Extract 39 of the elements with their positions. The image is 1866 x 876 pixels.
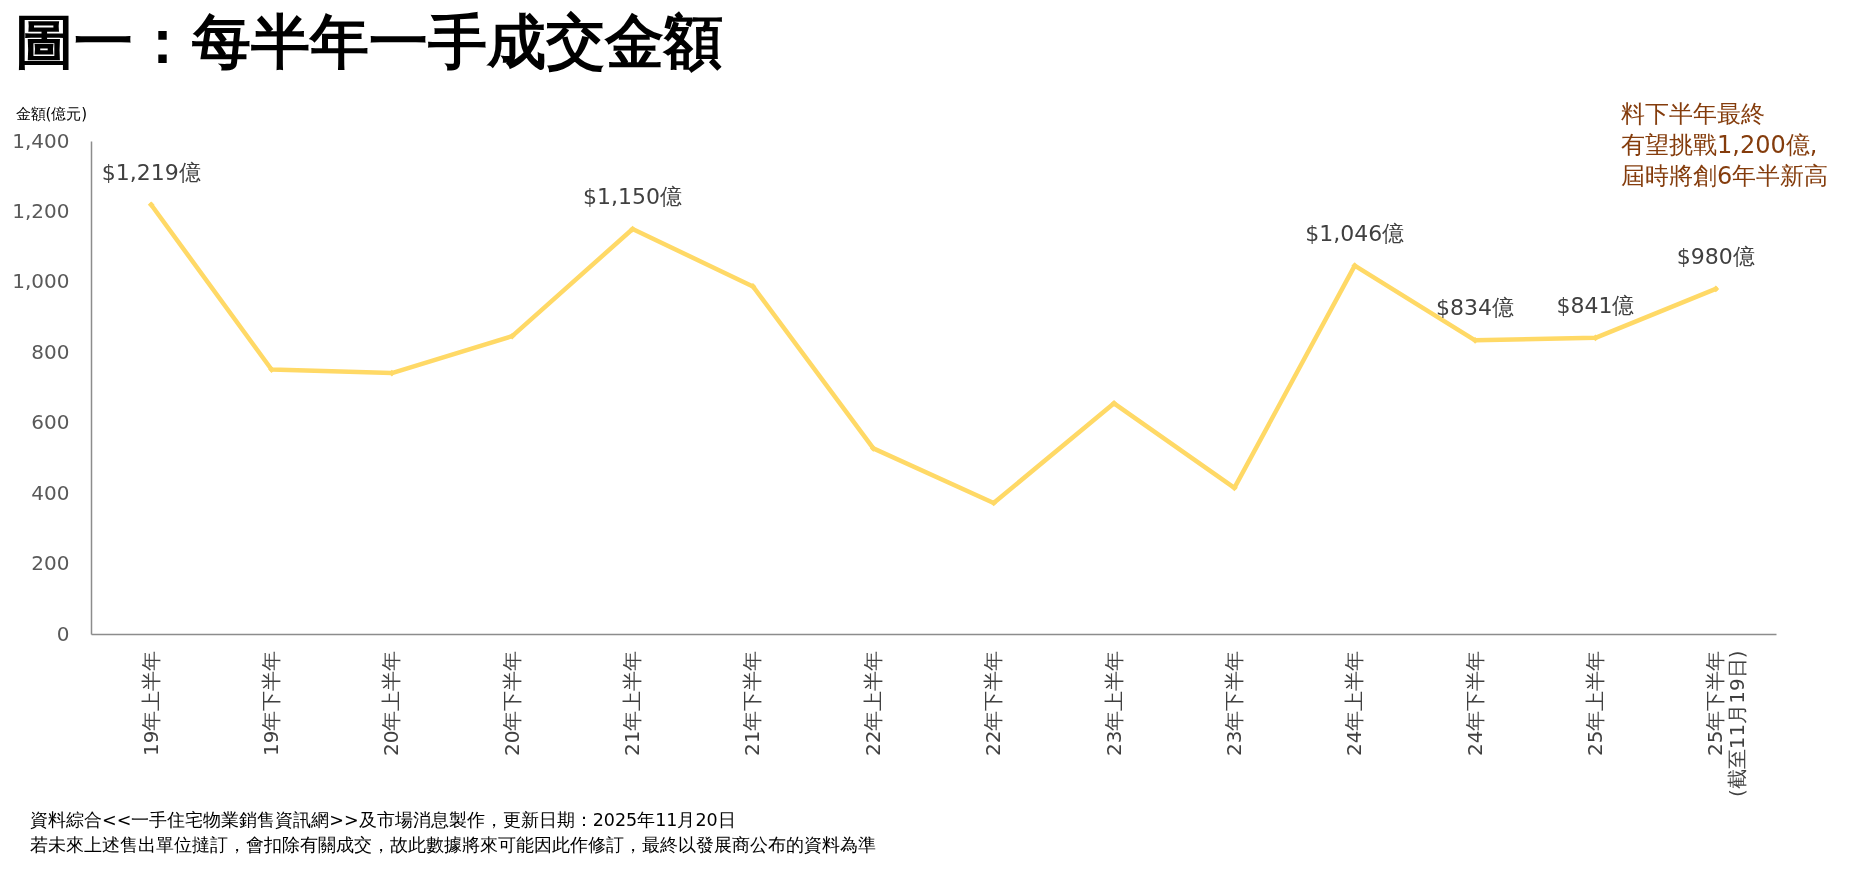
text: 資料綜合<<一手住宅物業銷售資訊網>>及市場消息製作，更新日期：2025年11月20日 <box>30 810 736 830</box>
x-tick-label: 23年上半年 <box>1101 650 1126 756</box>
data-label: $834億 <box>1436 295 1515 321</box>
y-tick-label: 1,200 <box>12 198 70 223</box>
x-tick-label: 22年下半年 <box>981 650 1006 756</box>
point <box>1110 399 1118 407</box>
y-tick-label: 1,000 <box>12 269 70 294</box>
point <box>990 499 998 507</box>
x-tick-label: 21年下半年 <box>740 650 765 756</box>
text: 料下半年最終 <box>1621 100 1765 128</box>
data-label: $1,219億 <box>101 159 201 185</box>
x-tick-label: 22年上半年 <box>860 650 885 756</box>
x-tick-label: 24年下半年 <box>1462 650 1487 756</box>
x-tick-label: 19年下半年 <box>259 650 284 756</box>
point <box>1712 285 1720 293</box>
y-tick-label: 400 <box>31 480 70 505</box>
data-label: $841億 <box>1556 292 1635 318</box>
text: 若未來上述售出單位撻訂，會扣除有關成交，故此數據將來可能因此作修訂，最終以發展商公布的資料為準 <box>30 835 876 855</box>
chart-title: 圖一：每半年一手成交金額 <box>15 7 723 76</box>
x-tick-label: 20年上半年 <box>379 650 404 756</box>
x-tick-label: 25年上半年 <box>1582 650 1607 756</box>
data-label: $1,150億 <box>583 184 683 210</box>
data-label: $980億 <box>1676 243 1755 269</box>
y-tick-label: 600 <box>31 410 70 435</box>
data-label: $1,046億 <box>1305 220 1405 246</box>
annotation: 屆時將創6年半新高 <box>1621 162 1829 190</box>
x-tick-label: 20年下半年 <box>499 650 524 756</box>
x-tick-label: 21年上半年 <box>620 650 645 756</box>
x-tick-label: 24年上半年 <box>1342 650 1367 756</box>
y-tick-label: 200 <box>31 551 70 576</box>
x-tick-label: 23年下半年 <box>1221 650 1246 756</box>
annotation: 有望挑戰1,200億, <box>1621 131 1818 159</box>
x-tick-label: 25年下半年 (截至11月19日) <box>1703 650 1750 798</box>
x-tick-label: 19年上半年 <box>138 650 163 756</box>
y-axis-title: 金額(億元) <box>15 104 88 123</box>
y-tick-label: 800 <box>31 339 70 364</box>
y-tick-label: 1,400 <box>12 128 70 153</box>
y-tick-label: 0 <box>56 621 70 646</box>
point <box>147 201 155 209</box>
